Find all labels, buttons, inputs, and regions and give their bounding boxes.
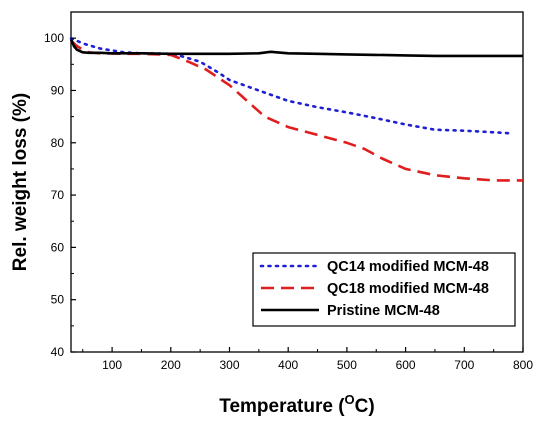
- series-line-qc14-modified-mcm-48: [69, 36, 513, 135]
- x-tick-label: 300: [219, 358, 239, 372]
- x-tick-label: 100: [102, 358, 122, 372]
- y-tick-label: 70: [51, 188, 65, 202]
- series-group: [69, 36, 523, 182]
- axes: 40 50 60 70 80 90 100 100 200 300 400 500 600 700 800: [44, 11, 533, 372]
- x-tick-label: 800: [513, 358, 533, 372]
- series-line-qc18-modified-mcm-48: [70, 39, 523, 182]
- series-line-pristine-mcm-48: [69, 38, 523, 58]
- x-tick-label: 500: [337, 358, 357, 372]
- y-tick-label: 60: [51, 240, 65, 254]
- plot-area: [70, 11, 524, 353]
- x-tick-label: 700: [454, 358, 474, 372]
- y-tick-label: 50: [51, 293, 65, 307]
- plot-frame: [70, 11, 524, 353]
- y-axis-title: Rel. weight loss (%): [10, 93, 31, 271]
- y-tick-label: 80: [51, 136, 65, 150]
- axis-titles: Rel. weight loss (%) Temperature (OC): [10, 93, 375, 417]
- y-tick-label: 100: [44, 31, 64, 45]
- x-tick-label: 400: [278, 358, 298, 372]
- y-tick-label: 40: [51, 345, 65, 359]
- y-tick-label: 90: [51, 83, 65, 97]
- x-axis-title: Temperature (OC): [219, 392, 374, 417]
- legend-label-qc18-modified-mcm-48: QC18 modified MCM-48: [327, 281, 489, 297]
- legend-box: [252, 252, 516, 327]
- x-axis-title-unit: (OC): [338, 392, 375, 417]
- x-tick-label: 600: [396, 358, 416, 372]
- legend: QC14 modified MCM-48 QC18 modified MCM-48…: [252, 252, 516, 327]
- legend-label-pristine-mcm-48: Pristine MCM-48: [327, 303, 440, 319]
- legend-label-qc14-modified-mcm-48: QC14 modified MCM-48: [327, 259, 489, 275]
- x-tick-label: 200: [161, 358, 181, 372]
- x-axis-title-text: Temperature: [219, 396, 333, 417]
